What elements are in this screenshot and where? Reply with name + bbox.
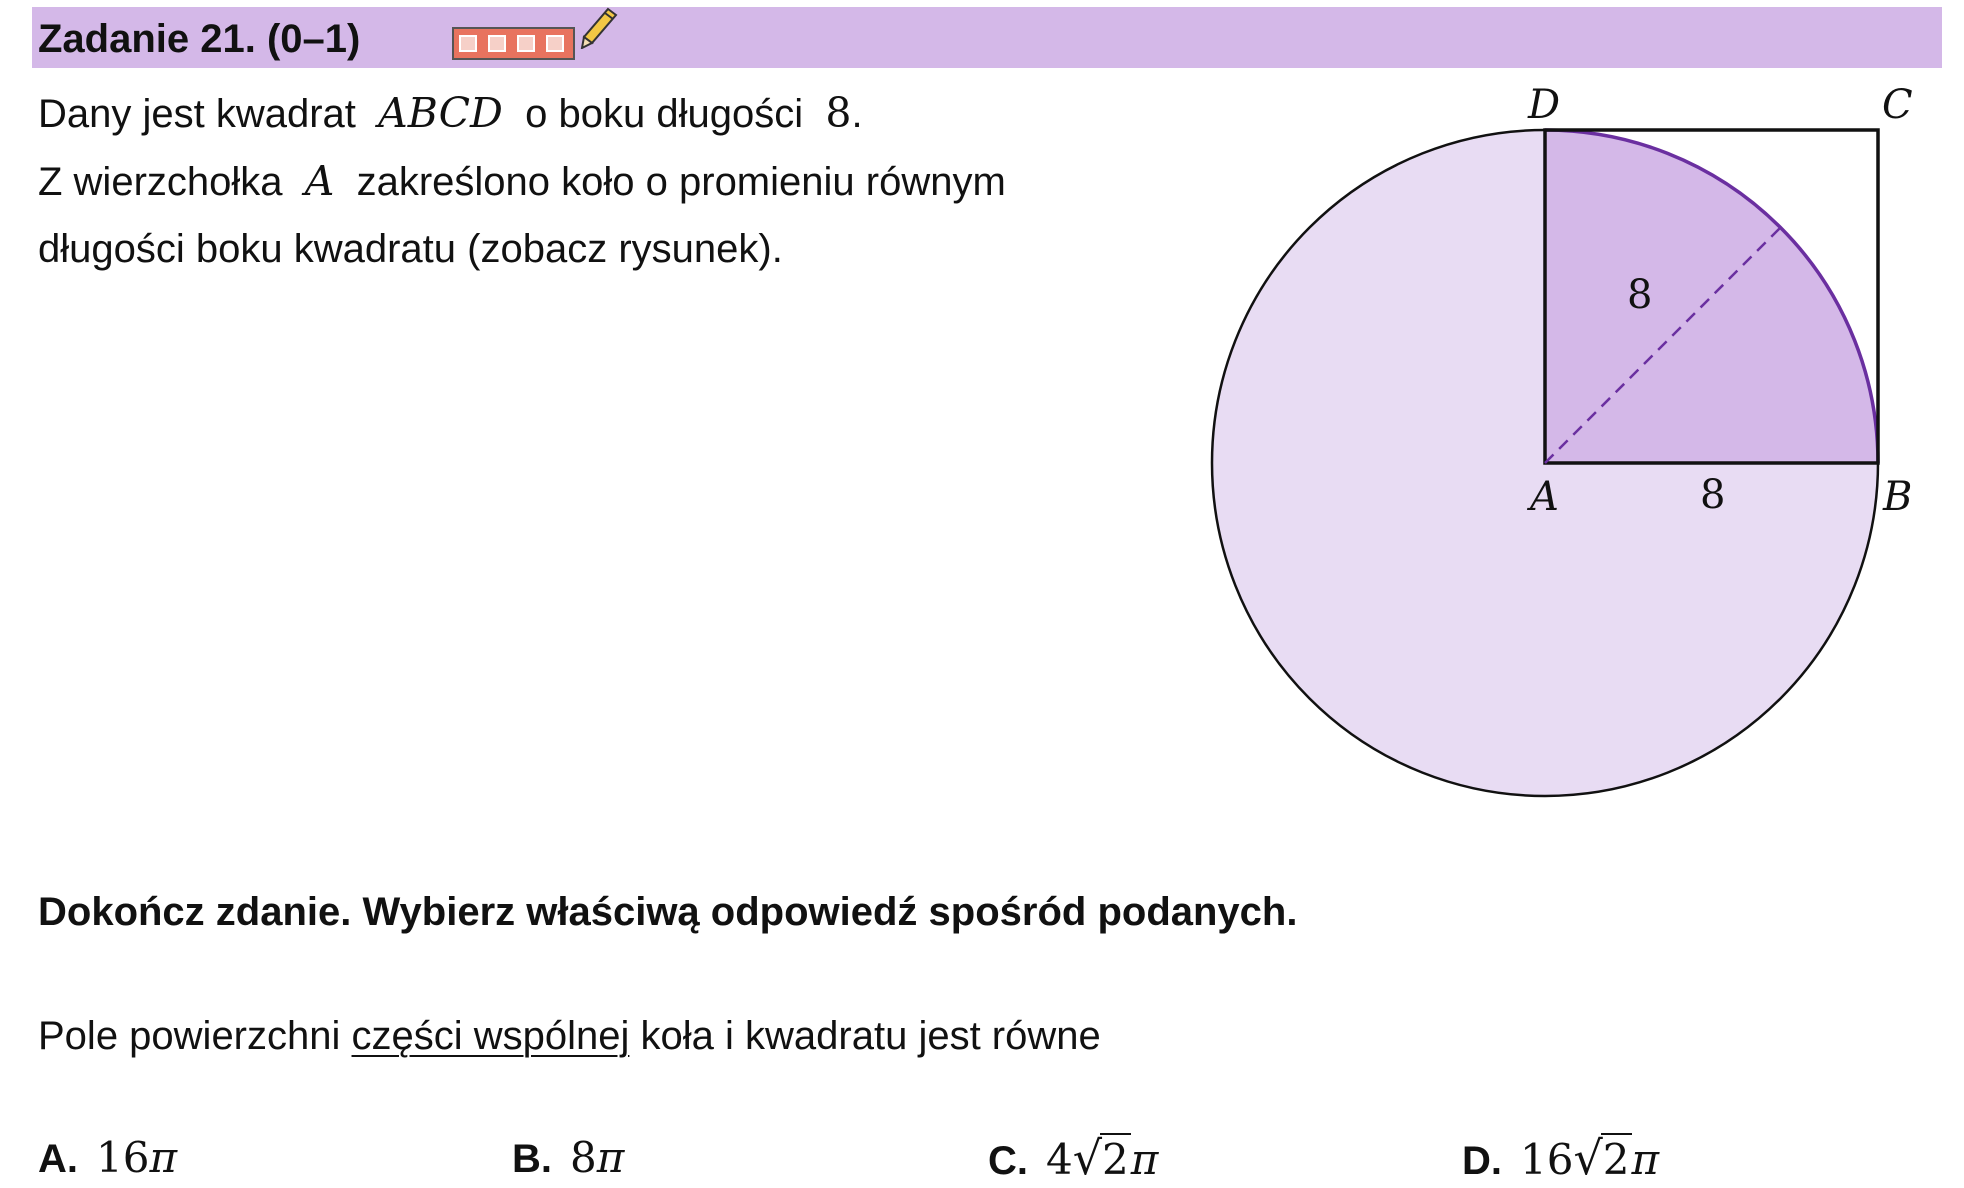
vertex-label-b: B	[1882, 474, 1912, 520]
question-text: Pole powierzchni części wspólnej koła i …	[38, 1014, 1101, 1058]
geometry-figure: D C A B 8 8	[1210, 82, 1913, 798]
square-abcd	[1543, 128, 1880, 465]
answer-option-b[interactable]: B. 8π	[512, 1133, 625, 1182]
statement-line-1: Dany jest kwadrat ABCD o boku długości 8…	[38, 89, 863, 137]
points-icon	[452, 27, 575, 60]
side-length: 8	[825, 89, 852, 137]
square-name: ABCD	[378, 89, 503, 137]
sqrt-symbol: √2	[1573, 1131, 1632, 1185]
answer-option-a[interactable]: A. 16π	[38, 1133, 178, 1182]
vertex-label-d: D	[1527, 82, 1560, 128]
vertex-label-a: A	[1526, 474, 1559, 520]
common-part-sector	[1545, 130, 1878, 463]
vertex-label-c: C	[1882, 82, 1913, 128]
vertex-name: A	[304, 157, 335, 205]
radius-line	[1544, 226, 1782, 464]
side-length-label: 8	[1700, 472, 1725, 518]
sqrt-symbol: √2	[1072, 1131, 1131, 1185]
statement-line-2: Z wierzchołka A zakreślono koło o promie…	[38, 157, 1006, 205]
task-header: Zadanie 21. (0–1)	[32, 7, 1942, 68]
problem-statement: Dany jest kwadrat ABCD o boku długości 8…	[38, 80, 1006, 283]
answer-option-c[interactable]: C. 4√2π	[988, 1131, 1159, 1185]
sector-arc	[1544, 128, 1880, 464]
answer-option-d[interactable]: D. 16√2π	[1462, 1131, 1660, 1185]
underlined-phrase: części wspólnej	[351, 1014, 630, 1058]
radius-length-label: 8	[1627, 272, 1652, 318]
statement-line-3: długości boku kwadratu (zobacz rysunek).	[38, 227, 783, 271]
instruction: Dokończ zdanie. Wybierz właściwą odpowie…	[38, 890, 1298, 934]
task-title: Zadanie 21. (0–1)	[38, 17, 361, 61]
pencil-icon	[580, 7, 618, 49]
